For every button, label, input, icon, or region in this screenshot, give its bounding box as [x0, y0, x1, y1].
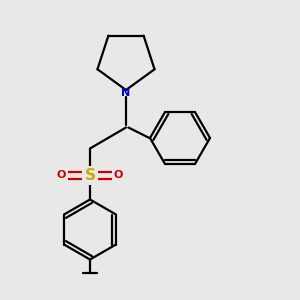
Text: O: O [114, 170, 123, 181]
Text: N: N [122, 88, 130, 98]
Text: S: S [85, 168, 95, 183]
Text: O: O [57, 170, 66, 181]
